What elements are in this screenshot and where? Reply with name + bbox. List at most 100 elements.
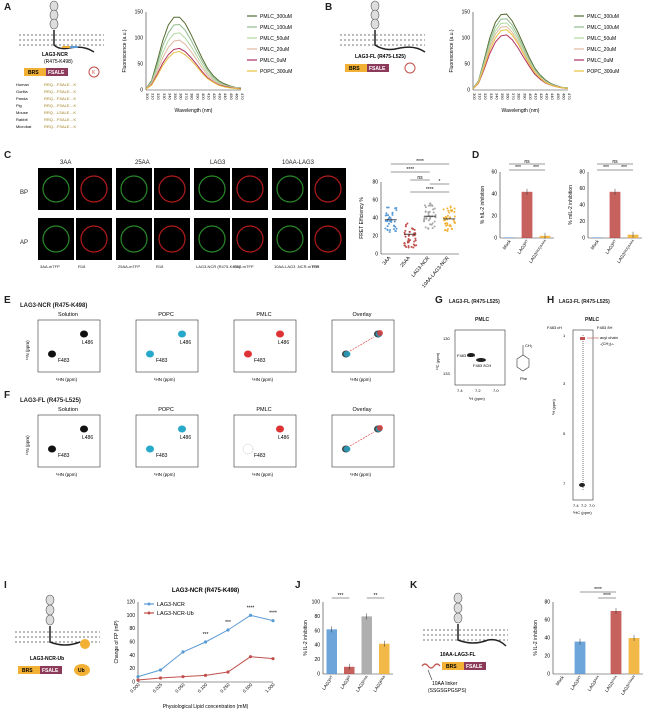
y-tick-label: 20 xyxy=(129,666,135,672)
significance-label: **** xyxy=(594,587,602,593)
x-tick: 7.0 xyxy=(493,388,499,393)
subpanel-title: Overlay xyxy=(353,312,372,318)
r18-cell xyxy=(80,175,108,203)
motif-fsale-i: FSALE xyxy=(42,668,59,674)
x-tick: 7.2 xyxy=(581,503,587,508)
peak-f483 xyxy=(48,445,56,453)
y-tick-label: 20 xyxy=(491,214,497,220)
data-point xyxy=(388,231,391,234)
data-point xyxy=(203,640,208,644)
microscopy-tile xyxy=(272,218,308,260)
x-axis-label: ¹HN (ppm) xyxy=(350,377,372,382)
peak-f483 xyxy=(244,350,252,358)
peak-marker xyxy=(467,353,475,357)
x-tick-label: LAG3-NCR xyxy=(410,255,431,279)
y-tick-label: 80 xyxy=(314,614,320,620)
significance-label: ns xyxy=(612,159,618,165)
significance-label: ns xyxy=(524,159,530,165)
data-point xyxy=(395,227,398,230)
data-point xyxy=(393,228,396,231)
species-seq: RRQ…FSALE…K xyxy=(44,82,77,87)
subpanel-title: PMLC xyxy=(256,312,271,318)
species-name: Microbat xyxy=(16,124,32,129)
y-tick-label: 80 xyxy=(129,626,135,632)
data-point xyxy=(424,204,427,207)
bar xyxy=(628,638,640,674)
y-tick-label: 100 xyxy=(462,36,471,42)
data-point xyxy=(387,217,390,220)
series-line xyxy=(145,16,242,89)
x-tick-label: 340 xyxy=(167,93,172,100)
panel-k-schematic: 10AA-LAG3-FL BRS FSALE 10AA linker (SSGS… xyxy=(421,592,508,694)
data-point xyxy=(410,245,413,248)
linker-label: 10AA linker xyxy=(432,681,458,687)
data-point xyxy=(431,204,434,207)
spectrum-frame xyxy=(331,414,395,468)
x-tick-label: LAG3ᵂᵀ xyxy=(516,239,529,255)
species-seq: RRQ…FSALE…K xyxy=(44,96,77,101)
subpanel-title: Solution xyxy=(58,312,78,318)
x-tick-label: LAG3²⁸ᵁᵇ xyxy=(355,674,370,692)
panel-label-b: B xyxy=(325,2,333,13)
peak-label: L486 xyxy=(278,340,289,346)
microscopy-tile xyxy=(232,218,268,260)
data-point xyxy=(427,212,430,215)
legend-label: PMLC_100uM xyxy=(587,25,619,31)
mtfp-cell xyxy=(198,225,226,253)
subpanel-title: POPC xyxy=(158,312,174,318)
peak-marker xyxy=(476,358,486,362)
x-tick-label: 0.250 xyxy=(219,682,231,694)
x-tick-label: 320 xyxy=(483,93,488,100)
data-point xyxy=(424,206,427,209)
chart-d-mil2: 0 20 40 60 80 % mIL-2 inhibition Mock LAG3ᵂᵀLAG… xyxy=(568,159,642,264)
data-point xyxy=(429,216,432,219)
col-label: LAG3 xyxy=(210,160,226,166)
data-point xyxy=(432,211,435,214)
species-seq: RRQ…FSALE…K xyxy=(44,124,77,129)
data-point xyxy=(450,227,453,230)
x-axis-label: Physiological Lipid concentration (mM) xyxy=(163,704,249,710)
bar xyxy=(556,673,568,674)
peak-label: F483 xyxy=(58,358,70,364)
y-tick: 3 xyxy=(563,381,566,386)
data-point xyxy=(424,226,427,229)
y-tick-label: 120 xyxy=(127,600,136,606)
row-label-bp: BP xyxy=(20,190,29,196)
significance-label: **** xyxy=(416,159,424,165)
panel-g-sub: PMLC xyxy=(475,317,490,323)
legend-label: PMLC_100uM xyxy=(260,25,292,31)
panel-label-c: C xyxy=(4,150,12,161)
data-point xyxy=(404,229,407,232)
data-point xyxy=(385,212,388,215)
motif-fsale-a: FSALE xyxy=(48,70,65,76)
data-point xyxy=(408,230,411,233)
data-point xyxy=(407,246,410,249)
data-point xyxy=(431,222,434,225)
nmr-spectra-e: Solution ¹HN (ppm) ¹⁵N (ppm) L486 F483 POPC ¹H… xyxy=(25,312,395,382)
data-point xyxy=(410,227,413,230)
panel-j: J 0 20 40 60 80 100 % IL-2 inhibition LAG3ᵂᵀ LAG… xyxy=(295,580,405,725)
data-point xyxy=(158,676,163,680)
panel-g-title: LAG3-FL (R475-L525) xyxy=(449,299,500,305)
col-label: 3AA xyxy=(60,160,72,166)
data-point xyxy=(447,209,450,212)
y-tick-label: 0 xyxy=(140,88,143,94)
microscopy-tile xyxy=(310,168,346,210)
legend-label: LAG3-NCR xyxy=(157,602,185,608)
data-point xyxy=(181,675,185,679)
microscopy-tile xyxy=(38,168,74,210)
data-point xyxy=(386,206,389,209)
microscopy-tile xyxy=(154,218,190,260)
x-axis-label: ¹HN (ppm) xyxy=(154,377,176,382)
y-tick-label: 150 xyxy=(462,10,471,16)
y-tick: 133 xyxy=(443,371,450,376)
bar xyxy=(379,643,390,674)
data-point xyxy=(427,204,430,207)
species-name: Gorilla xyxy=(16,89,28,94)
peak-label: L486 xyxy=(180,340,191,346)
data-point xyxy=(414,239,417,242)
species-seq: RRQ…FSALE…K xyxy=(44,103,77,108)
data-point xyxy=(413,244,416,247)
legend-label: PMLC_20uM xyxy=(587,47,616,53)
x-tick-label: 350 xyxy=(173,93,178,100)
